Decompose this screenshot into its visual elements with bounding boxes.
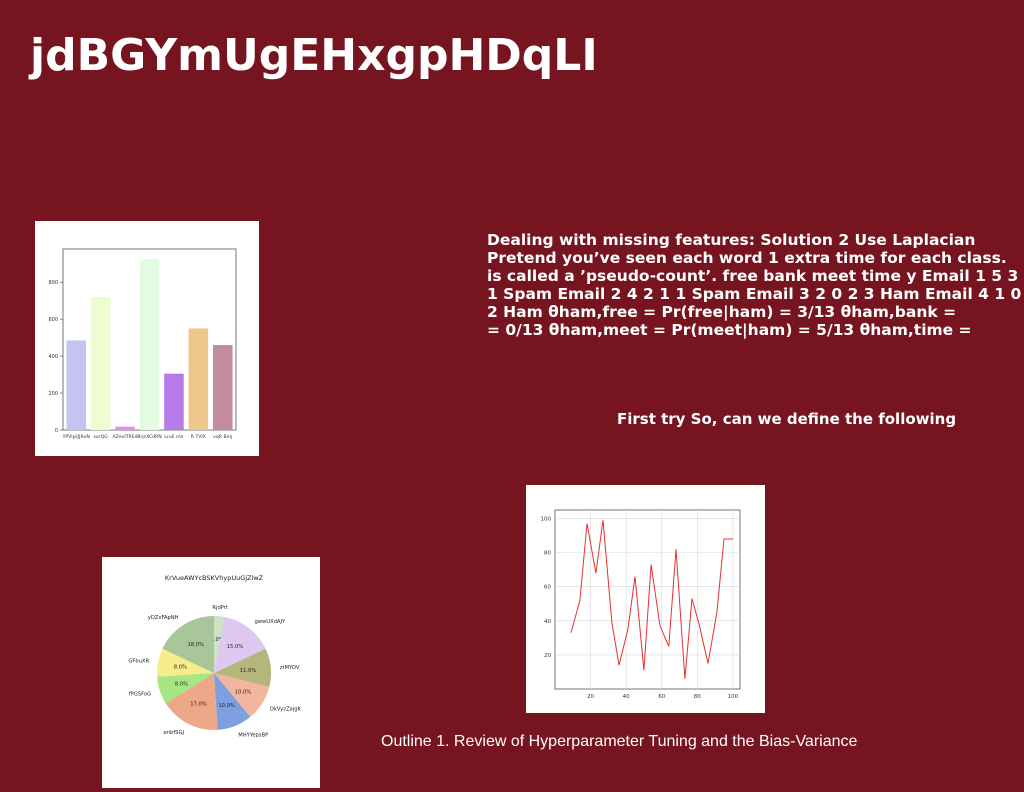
x-tick-label: 100 [728,694,739,700]
pie-pct-label: 17.0% [190,702,207,708]
x-tick-label: 60 [658,694,665,700]
slide-title: jdBGYmUgEHxgpHDqLI [30,30,598,81]
pie-chart-panel: KrVueAWYcBSKVhypUuGjZlwZ 3.0% RjdPrt 15.0% g… [102,557,320,788]
line-chart-panel: 20 40 60 80 100 20 40 60 80 100 [526,485,765,713]
pie-pct-label: 10.0% [218,703,235,709]
pie-label: RjdPrt [212,605,228,611]
pie-label: ztMYOV [280,665,300,671]
bar [188,328,209,430]
pie-chart: KrVueAWYcBSKVhypUuGjZlwZ 3.0% RjdPrt 15.0% g… [128,574,302,739]
y-tick-label: 800 [48,280,58,286]
bar [66,340,86,430]
x-tick-label: vqR Bmj [213,434,232,440]
y-tick-label: 100 [541,517,552,523]
y-tick-label: 60 [544,585,551,591]
pie-slice [157,673,214,704]
x-tick-label: 80 [694,694,701,700]
x-tick-label: R TVIX [191,434,206,440]
bar [115,426,135,430]
body-text: Dealing with missing features: Solution … [487,231,1022,339]
x-tick-label: sorQG [94,434,109,440]
pie-pct-label: 15.0% [227,644,244,650]
pie-slice [214,616,225,673]
pie-slice [214,673,270,717]
pie-title: KrVueAWYcBSKVhypUuGjZlwZ [165,574,264,582]
slide-subtitle: First try So, can we define the followin… [617,410,957,428]
line-chart: 20 40 60 80 100 20 40 60 80 100 [541,509,741,700]
bar [139,259,160,430]
y-tick-label: 20 [544,653,551,659]
bar-chart-panel: 0 200 400 600 800 YPVlpQJRvN sorQG AZevITREd Brj… [35,221,259,456]
bar [164,373,184,430]
pie-pct-label: 8.0% [174,665,187,671]
plot-frame [554,509,741,690]
x-tick-label: 40 [623,694,630,700]
x-tick-label: YPVlpQJRvN [62,434,90,440]
pie-label: MHYYepsBP [238,733,268,739]
x-tick-label: AZevITREd [113,434,138,440]
pie-pct-label: 10.0% [235,689,252,695]
pie-slice [165,673,218,731]
pie-slice [214,617,266,673]
pie-slice [162,616,214,673]
x-tick-label: 20 [587,694,594,700]
bar [213,345,233,430]
series-line [570,520,733,679]
y-tick-label: 40 [544,619,551,625]
pie-label: OkVyzZajgK [270,706,302,712]
y-tick-label: 200 [48,391,58,397]
pie-label: gwwUXdAJY [255,619,287,625]
bar-chart: 0 200 400 600 800 YPVlpQJRvN sorQG AZevITREd Brj… [48,248,237,440]
pie-label: enbfSGJ [164,730,185,736]
pie-label: fPGSFoG [129,691,151,697]
y-tick-label: 0 [55,428,58,434]
bar [90,297,111,430]
pie-pct-label: 8.0% [175,682,188,688]
y-tick-label: 80 [544,551,551,557]
x-tick-label: LruE mn [164,434,183,440]
pie-label: GFbuXR [128,659,149,665]
pie-pct-label: 11.0% [240,668,257,674]
pie-pct-label: 3.0% [211,637,224,643]
pie-label: yDZxFApNH [148,615,179,621]
pie-pct-label: 18.0% [187,642,204,648]
pie-slice [214,673,251,730]
outline-text: Outline 1. Review of Hyperparameter Tuni… [381,733,858,750]
x-tick-label: BrjsXCdRN [137,434,161,440]
pie-slice [214,648,272,688]
y-tick-label: 400 [48,354,58,360]
pie-slice [156,648,214,677]
y-tick-label: 600 [48,317,58,323]
